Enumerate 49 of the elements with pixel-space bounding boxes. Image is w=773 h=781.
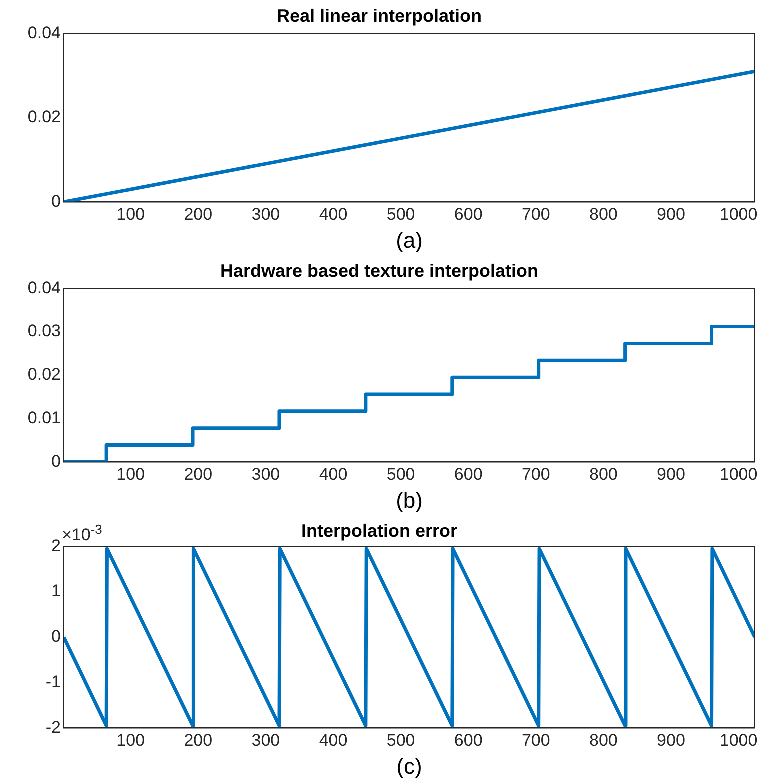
x-tick-label: 800 <box>590 465 618 484</box>
x-tick-label: 900 <box>657 205 686 224</box>
x-tick-label: 600 <box>454 205 483 224</box>
y-tick-label: 0 <box>52 192 61 211</box>
x-tick-label: 800 <box>590 205 618 224</box>
x-tick-label: 1000 <box>720 731 758 750</box>
x-axis-title: (c) <box>396 754 422 779</box>
y-tick-label: 0.02 <box>28 365 61 384</box>
x-tick-label: 600 <box>454 731 483 750</box>
x-tick-label: 500 <box>386 205 416 224</box>
x-tick-label: 700 <box>522 465 550 484</box>
x-tick-label: 300 <box>252 205 280 224</box>
x-tick-label: 700 <box>522 731 550 750</box>
x-tick-label: 400 <box>319 205 348 224</box>
x-tick-label: 500 <box>386 465 416 484</box>
x-tick-label: 900 <box>657 731 686 750</box>
x-tick-label: 200 <box>184 731 213 750</box>
x-tick-label: 500 <box>386 731 416 750</box>
x-tick-label: 300 <box>252 731 280 750</box>
x-axis-title: (b) <box>396 488 423 513</box>
y-tick-label: -1 <box>46 672 61 692</box>
chart-title: Hardware based texture interpolation <box>220 260 539 281</box>
x-tick-label: 400 <box>319 465 348 484</box>
x-tick-label: 600 <box>454 465 483 484</box>
x-tick-label: 200 <box>184 205 213 224</box>
x-tick-label: 700 <box>522 205 550 224</box>
y-tick-label: 0.04 <box>28 23 61 42</box>
x-tick-label: 100 <box>116 465 146 484</box>
x-tick-label: 1000 <box>720 465 758 484</box>
x-tick-label: 400 <box>319 731 348 750</box>
y-tick-label: 0 <box>52 452 61 471</box>
x-tick-label: 200 <box>184 465 213 484</box>
x-tick-label: 900 <box>657 465 686 484</box>
chart-title: Interpolation error <box>301 520 458 541</box>
chart-title: Real linear interpolation <box>276 6 482 26</box>
x-tick-label: 100 <box>116 205 146 224</box>
y-tick-label: 0.03 <box>28 322 61 341</box>
x-tick-label: 1000 <box>720 205 758 224</box>
y-tick-label: 0.04 <box>28 278 61 298</box>
x-axis-title: (a) <box>396 228 423 253</box>
x-tick-label: 300 <box>252 465 280 484</box>
y-tick-label: 0 <box>52 627 61 646</box>
x-tick-label: 800 <box>590 731 618 750</box>
y-tick-label: 0.01 <box>28 408 61 428</box>
y-tick-label: 1 <box>52 582 61 601</box>
y-tick-label: 0.02 <box>28 108 61 127</box>
x-tick-label: 100 <box>116 731 146 750</box>
y-tick-label: -2 <box>46 718 61 737</box>
y-tick-label: 2 <box>52 536 61 556</box>
